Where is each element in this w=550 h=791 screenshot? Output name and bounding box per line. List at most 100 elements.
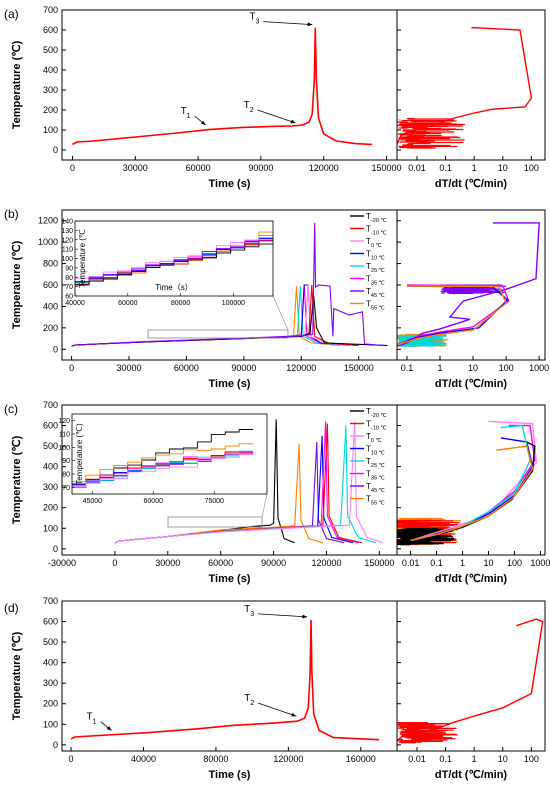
- rate-noise-band: [397, 722, 458, 744]
- annotation-label-subscript: 3: [255, 18, 259, 25]
- inset-y-tick-label: 70: [65, 284, 73, 291]
- rate-x-axis-label: dT/dt (℃/min): [435, 573, 508, 585]
- panel-label: (c): [4, 402, 18, 416]
- y-tick-label: 300: [43, 482, 58, 492]
- annotation-arrowhead: [200, 120, 206, 125]
- y-tick-label: 0: [53, 344, 58, 354]
- rate-x-tick-label: 100: [524, 754, 539, 764]
- y-tick-label: 600: [43, 421, 58, 431]
- inset-y-tick-label: 120: [58, 418, 70, 425]
- inset-series-line: [75, 239, 273, 285]
- inset-series-group: [72, 429, 254, 493]
- annotation-label-subscript: 2: [250, 700, 254, 707]
- plot-frame: [61, 600, 546, 752]
- inset-chart: 60 70 80 90 100 110 120 130 140 40000 60000 80000 10…: [61, 219, 289, 339]
- x-tick-label: 150000: [364, 558, 394, 568]
- legend-entry: T10 ℃: [366, 250, 386, 262]
- legend-entry: T55 ℃: [366, 300, 386, 312]
- zoom-region-box: [167, 516, 263, 528]
- legend-entry: T25 ℃: [366, 262, 386, 274]
- x-tick-label: 150000: [372, 163, 402, 173]
- inset-y-tick-label: 100: [58, 445, 70, 452]
- rate-series-line: [397, 26, 533, 145]
- rate-series-line: [397, 618, 544, 742]
- y-tick-label: 300: [43, 85, 58, 95]
- rate-x-tick-label: 0.1: [439, 754, 452, 764]
- inset-x-tick-label: 60000: [144, 498, 164, 505]
- temperature-series-line: [71, 222, 384, 347]
- y-tick-label: 400: [43, 658, 58, 668]
- y-tick-label: 200: [43, 503, 58, 513]
- zoom-connector: [261, 493, 268, 518]
- legend-entry: T25 ℃: [366, 457, 386, 469]
- annotation-label: T3: [244, 604, 254, 618]
- plot-frame: [61, 209, 546, 361]
- inset-y-axis-label: Temperature (℃): [75, 423, 84, 485]
- legend-entry-subscript: 10 ℃: [371, 451, 386, 457]
- inset-y-tick-label: 120: [61, 237, 73, 244]
- plot-frame: [61, 9, 546, 161]
- annotation-arrow: [258, 613, 308, 618]
- rate-x-tick-label: 1: [472, 754, 477, 764]
- rate-series-group: [397, 420, 538, 546]
- legend-entry: T0 ℃: [366, 237, 383, 249]
- rate-x-tick-label: 10: [498, 163, 508, 173]
- main-series-group: [71, 222, 388, 347]
- annotation-label: T2: [244, 100, 254, 114]
- annotation-arrowhead: [307, 22, 313, 27]
- inset-chart: 70 80 90 100 110 120 45000 60000 75000 Temperatur…: [58, 412, 269, 528]
- y-tick-label: 0: [53, 544, 58, 554]
- panel-label: (b): [4, 207, 19, 221]
- panel-0: (a) 0 100 200 300 400 500 600 700 0 30000 60000 9000…: [4, 5, 546, 190]
- y-tick-label: 100: [43, 523, 58, 533]
- y-tick-label: 600: [43, 617, 58, 627]
- x-tick-label: 0: [70, 163, 75, 173]
- inset-series-line: [75, 243, 273, 286]
- inset-x-tick-label: 75000: [204, 498, 224, 505]
- y-tick-label: 200: [43, 105, 58, 115]
- main-series-group: [72, 27, 372, 146]
- rate-x-tick-label: 0.01: [408, 163, 426, 173]
- legend-entry: T45 ℃: [366, 287, 386, 299]
- rate-x-tick-label: 100: [507, 558, 522, 568]
- inset-series-line: [72, 443, 254, 486]
- annotation-arrowhead: [106, 726, 112, 731]
- legend-entry-subscript: -20 ℃: [371, 218, 388, 224]
- annotation-arrow: [263, 21, 313, 25]
- y-tick-label: 400: [43, 301, 58, 311]
- y-tick-label: 500: [43, 441, 58, 451]
- annotation-arrowhead: [291, 712, 297, 717]
- rate-x-tick-label: 0.01: [408, 754, 426, 764]
- y-tick-label: 800: [43, 259, 58, 269]
- legend-entry: T0 ℃: [366, 432, 383, 444]
- y-tick-label: 1000: [38, 237, 58, 247]
- plot-frame: [61, 404, 546, 556]
- legend-entry: T-10 ℃: [366, 225, 388, 237]
- inset-y-tick-label: 140: [61, 219, 73, 226]
- legend-entry: T-20 ℃: [366, 407, 388, 419]
- y-tick-label: 700: [43, 5, 58, 15]
- y-tick-label: 600: [43, 280, 58, 290]
- legend-entry: T35 ℃: [366, 470, 386, 482]
- x-tick-label: 120000: [311, 558, 341, 568]
- inset-x-axis-label: Time（s）: [155, 283, 192, 292]
- y-tick-label: 200: [43, 323, 58, 333]
- rate-x-tick-label: 0.01: [402, 558, 420, 568]
- rate-x-tick-label: 100: [499, 363, 514, 373]
- x-axis-label: Time (s): [209, 573, 251, 585]
- x-tick-label: 60000: [174, 363, 199, 373]
- x-tick-label: 90000: [261, 558, 286, 568]
- rate-x-tick-label: 0.1: [430, 558, 443, 568]
- y-tick-label: 400: [43, 462, 58, 472]
- temperature-series-line: [114, 421, 384, 544]
- annotation-label-subscript: 1: [93, 718, 97, 725]
- rate-x-tick-label: 10: [468, 363, 478, 373]
- annotation-label: T2: [244, 693, 254, 707]
- y-tick-label: 1200: [38, 216, 58, 226]
- temperature-series-line: [72, 27, 372, 146]
- panel-label: (a): [4, 7, 19, 21]
- x-axis-label: Time (s): [209, 378, 251, 390]
- y-tick-label: 200: [43, 699, 58, 709]
- panel-2: (c) 0 100 200 300 400 500 600 700 -30000 0 30000 600…: [4, 400, 550, 585]
